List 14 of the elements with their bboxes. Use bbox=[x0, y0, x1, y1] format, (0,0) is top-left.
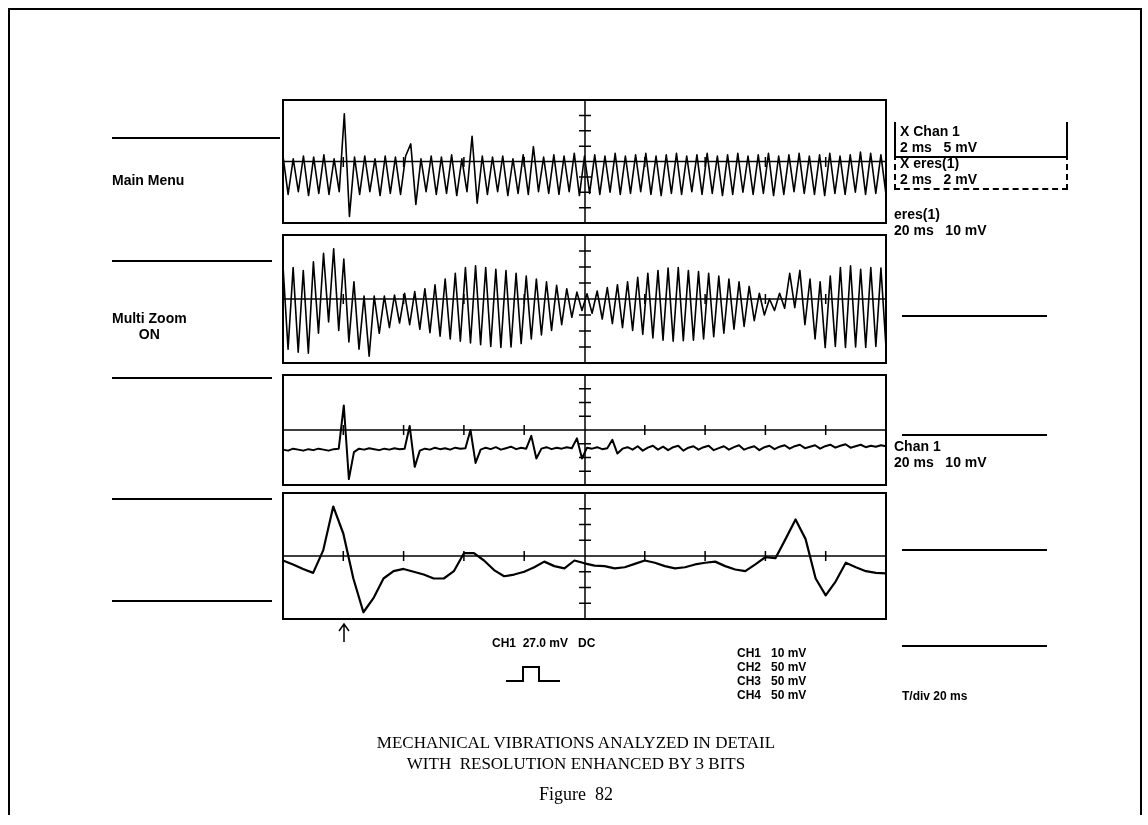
text: Multi Zoom ON bbox=[112, 310, 187, 342]
text: Main Menu bbox=[112, 172, 185, 188]
text: X Chan 1 2 ms 5 mV bbox=[894, 122, 1068, 158]
text: Chan 1 20 ms 10 mV bbox=[894, 438, 987, 470]
text: CH1 27.0 mV DC bbox=[492, 635, 596, 651]
text: CH2 50 mV bbox=[737, 660, 807, 674]
caption: Figure 82 bbox=[538, 784, 614, 805]
text: MECHANICAL VIBRATIONS ANALYZED IN DETAIL WITH RESOLUTION ENHANCED BY 3 BITS bbox=[375, 732, 777, 774]
text: T/div 20 ms bbox=[902, 688, 968, 704]
text: CH1 10 mV bbox=[737, 646, 807, 660]
text: eres(1) 20 ms 10 mV bbox=[894, 206, 987, 238]
text: X eres(1) 2 ms 2 mV bbox=[894, 154, 1068, 190]
text: CH4 50 mV bbox=[737, 688, 807, 702]
text: CH3 50 mV bbox=[737, 674, 807, 688]
